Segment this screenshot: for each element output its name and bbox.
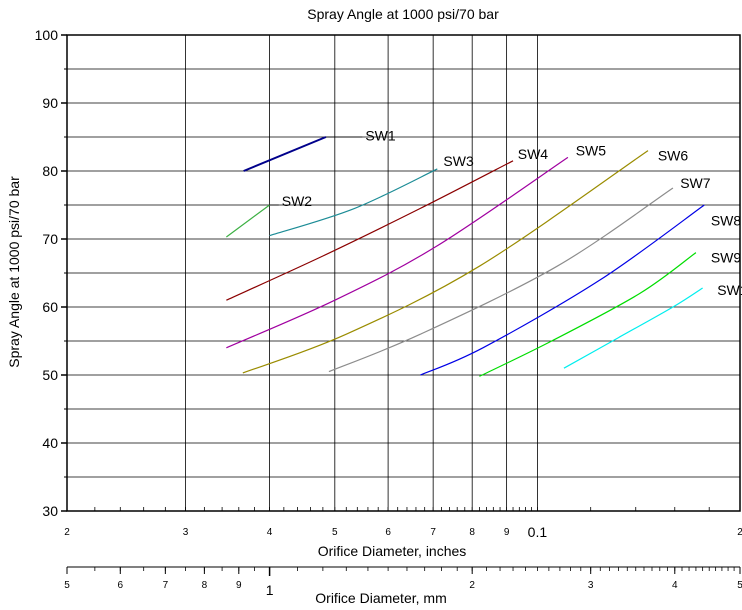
y-tick-label: 30 <box>42 503 58 519</box>
x-tick-label: 6 <box>385 527 391 538</box>
series-label-sw2: SW2 <box>282 193 313 209</box>
series-line-sw8 <box>420 204 705 376</box>
series-label-sw6: SW6 <box>658 147 689 163</box>
y-tick-label: 80 <box>42 163 58 179</box>
series-label-sw3: SW3 <box>443 153 474 169</box>
x2-tick-label-major: 1 <box>266 582 274 598</box>
series-line-sw10 <box>563 287 703 369</box>
y-tick-label: 100 <box>35 27 59 43</box>
series-line-sw4 <box>226 160 514 301</box>
x-tick-label: 2 <box>64 527 70 538</box>
y-tick-label: 70 <box>42 231 58 247</box>
x-tick-label: 5 <box>332 527 338 538</box>
chart-title: Spray Angle at 1000 psi/70 bar <box>307 6 499 22</box>
x2-tick-label: 7 <box>163 580 169 591</box>
x2-tick-label: 9 <box>236 580 242 591</box>
grid <box>67 35 740 511</box>
x2-axis-label: Orifice Diameter, mm <box>315 590 446 606</box>
series-line-sw1 <box>243 136 327 172</box>
series-label-sw7: SW7 <box>680 175 711 191</box>
series-line-sw9 <box>479 252 697 377</box>
y-axis: 30 40 50 60 70 80 90 100 <box>35 27 67 519</box>
y-tick-label: 40 <box>42 435 58 451</box>
x2-tick-label: 5 <box>737 580 742 591</box>
x-axis-inches: 2 3 4 5 6 7 8 9 2 0.1 <box>64 507 742 540</box>
x-tick-label-major: 0.1 <box>528 524 548 540</box>
y-axis-label: Spray Angle at 1000 psi/70 bar <box>6 176 22 368</box>
series-line-sw3 <box>269 168 438 237</box>
series-label-sw9: SW9 <box>711 249 742 265</box>
x2-tick-label: 5 <box>64 580 70 591</box>
x-tick-label: 8 <box>469 527 475 538</box>
y-tick-label: 50 <box>42 367 58 383</box>
x2-tick-label: 4 <box>672 580 678 591</box>
series-label-sw1: SW1 <box>365 128 396 144</box>
series-label-sw5: SW5 <box>576 143 607 159</box>
x2-tick-label: 3 <box>588 580 594 591</box>
series-labels: SW1 SW2 SW3 SW4 SW5 SW6 SW7 SW8 SW9 SW10 <box>269 128 742 298</box>
y-tick-label: 90 <box>42 95 58 111</box>
series-line-sw5 <box>226 156 569 349</box>
series-line-sw6 <box>242 150 649 374</box>
x-tick-label: 4 <box>267 527 273 538</box>
x-axis-mm: 5 6 7 8 9 2 3 4 5 1 <box>64 567 742 598</box>
x2-tick-label: 8 <box>202 580 208 591</box>
series-label-sw4: SW4 <box>518 146 549 162</box>
x2-tick-label: 6 <box>118 580 124 591</box>
x-tick-label: 2 <box>737 527 742 538</box>
series-lines <box>226 136 705 377</box>
series-label-sw10: SW10 <box>717 282 742 298</box>
x-tick-label: 3 <box>183 527 189 538</box>
x-axis-label: Orifice Diameter, inches <box>318 543 467 559</box>
series-label-sw8: SW8 <box>711 213 742 229</box>
x-tick-label: 7 <box>430 527 436 538</box>
x-tick-label: 9 <box>504 527 510 538</box>
y-tick-label: 60 <box>42 299 58 315</box>
x2-tick-label: 2 <box>469 580 475 591</box>
series-line-sw7 <box>328 187 674 373</box>
series-line-sw2 <box>226 204 270 238</box>
